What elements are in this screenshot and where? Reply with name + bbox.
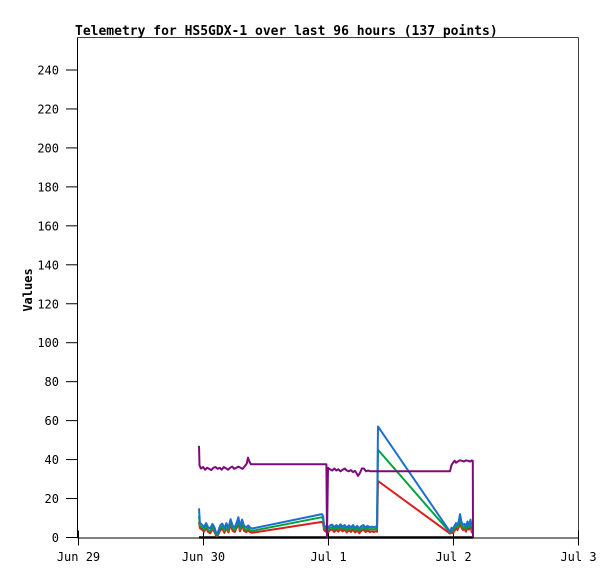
series-channel-purple (198, 445, 474, 539)
series-channel-blue (198, 425, 474, 535)
y-tick-label: 240 (37, 64, 59, 78)
x-tick-label: Jul 3 (560, 550, 596, 564)
x-tick-label: Jul 1 (310, 550, 346, 564)
y-tick-label: 220 (37, 102, 59, 116)
y-tick-label: 20 (45, 492, 59, 506)
y-tick-label: 80 (45, 375, 59, 389)
y-tick-label: 140 (37, 258, 59, 272)
y-tick-label: 200 (37, 141, 59, 155)
y-tick-label: 180 (37, 180, 59, 194)
y-tick-label: 60 (45, 414, 59, 428)
series-channel-green (198, 448, 474, 537)
x-tick-label: Jul 2 (435, 550, 471, 564)
y-tick-label: 120 (37, 297, 59, 311)
y-tick-label: 40 (45, 453, 59, 467)
series-channel-red (198, 480, 474, 538)
y-tick-label: 100 (37, 336, 59, 350)
y-axis-title: Values (21, 268, 35, 312)
chart-title: Telemetry for HS5GDX-1 over last 96 hour… (75, 24, 498, 39)
x-tick-label: Jun 29 (57, 550, 100, 564)
x-tick-label: Jun 30 (182, 550, 225, 564)
y-tick-label: 0 (52, 531, 59, 545)
y-tick-label: 160 (37, 219, 59, 233)
